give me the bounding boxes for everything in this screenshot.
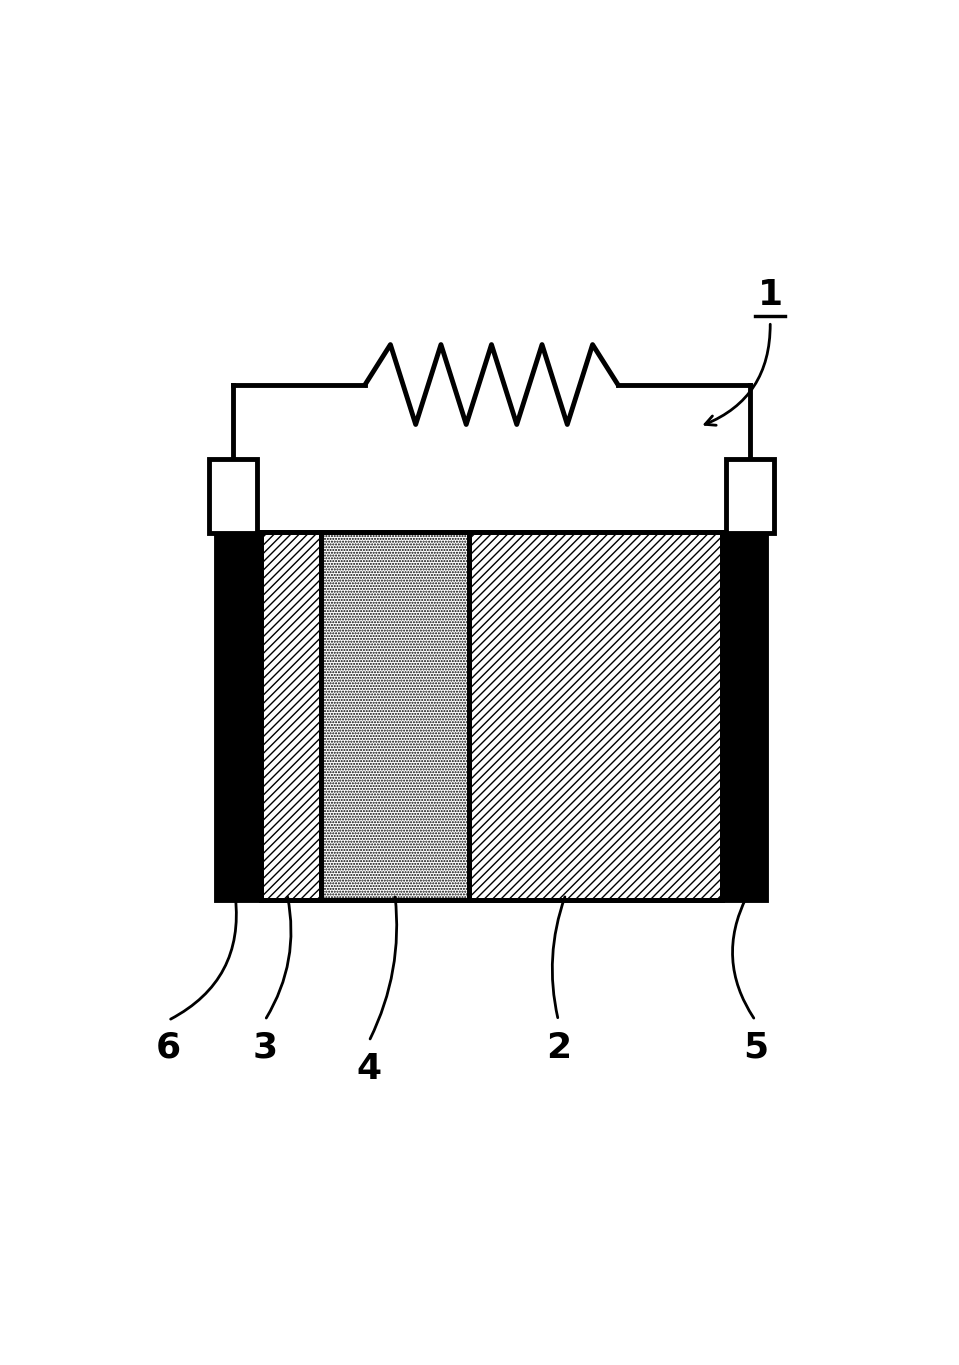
- Text: 4: 4: [357, 1052, 382, 1087]
- Text: 1: 1: [758, 278, 783, 313]
- Bar: [722, 531, 766, 900]
- Bar: [726, 459, 774, 532]
- Bar: [217, 531, 766, 900]
- Text: 3: 3: [252, 1031, 277, 1065]
- Text: 2: 2: [546, 1031, 571, 1065]
- Bar: [469, 531, 722, 900]
- Bar: [209, 459, 257, 532]
- Bar: [217, 531, 261, 900]
- Bar: [261, 531, 320, 900]
- Text: 6: 6: [155, 1031, 180, 1065]
- Text: 5: 5: [743, 1031, 768, 1065]
- Bar: [320, 531, 469, 900]
- Bar: [217, 531, 766, 900]
